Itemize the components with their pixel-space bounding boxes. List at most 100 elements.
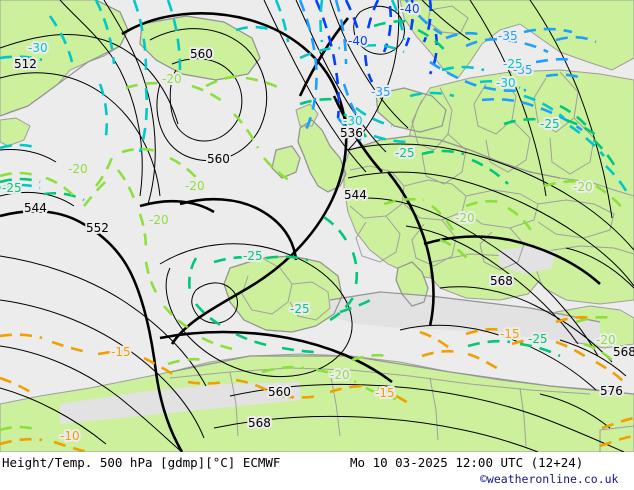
temp-label-minus30: -30-30 (494, 74, 518, 92)
svg-text:512: 512 (14, 57, 37, 71)
svg-text:-25: -25 (503, 57, 523, 71)
svg-text:560: 560 (190, 47, 213, 61)
temp-contour--10 (0, 416, 634, 452)
svg-text:-40: -40 (348, 34, 368, 48)
svg-text:-40: -40 (400, 2, 420, 16)
temp-label-minus35: -35-35 (369, 83, 393, 101)
temp-label-minus20: -20-20 (328, 366, 352, 384)
svg-text:-20: -20 (68, 162, 88, 176)
svg-text:-10: -10 (60, 429, 80, 443)
temp-label-minus25: -25-25 (288, 300, 312, 318)
svg-text:-25: -25 (243, 249, 263, 263)
svg-text:-20: -20 (573, 180, 593, 194)
svg-text:-35: -35 (498, 29, 518, 43)
map-svg: 5125125605605605605365365445445445445525… (0, 0, 634, 452)
svg-text:-35: -35 (498, 29, 518, 43)
svg-text:-20: -20 (185, 179, 205, 193)
svg-text:-30: -30 (343, 114, 363, 128)
temp-label-minus20: -20-20 (453, 209, 477, 227)
svg-text:-15: -15 (111, 345, 131, 359)
grey-region-layer (60, 246, 600, 424)
svg-text:544: 544 (24, 201, 47, 215)
temp-label-minus25: -25-25 (0, 179, 24, 197)
svg-text:-20: -20 (455, 211, 475, 225)
svg-text:568: 568 (248, 416, 271, 430)
svg-text:-25: -25 (395, 146, 415, 160)
svg-text:-25: -25 (528, 332, 548, 346)
svg-text:-30: -30 (343, 114, 363, 128)
temp-label-minus40: -40-40 (398, 0, 422, 18)
svg-text:-35: -35 (513, 63, 533, 77)
temp-label-minus20: -20-20 (147, 211, 171, 229)
svg-text:-20: -20 (162, 72, 182, 86)
height-contour-labels: 5125125605605605605365365445445445445525… (12, 45, 634, 432)
svg-text:-30: -30 (496, 76, 516, 90)
svg-text:512: 512 (14, 57, 37, 71)
svg-text:-15: -15 (500, 327, 520, 341)
map-canvas[interactable]: 512 512 560 560 560 560 536 536 544 544 544 544 552 5… (0, 0, 634, 452)
svg-text:-40: -40 (400, 2, 420, 16)
svg-text:-20: -20 (162, 72, 182, 86)
svg-text:544: 544 (344, 188, 367, 202)
svg-text:-15: -15 (500, 327, 520, 341)
svg-text:-25: -25 (290, 302, 310, 316)
temp-label-minus10: -10-10 (58, 427, 82, 445)
svg-text:552: 552 (86, 221, 109, 235)
svg-text:560: 560 (268, 385, 291, 399)
temp-contour--25 (0, 19, 620, 358)
svg-text:560: 560 (207, 152, 230, 166)
temp-label-minus25: -25-25 (393, 144, 417, 162)
svg-text:-20: -20 (149, 213, 169, 227)
temp-label-minus35: -35-35 (511, 61, 535, 79)
temp-label-minus20: -20-20 (183, 177, 207, 195)
temp-label-minus30: -30-30 (26, 39, 50, 57)
svg-text:-20: -20 (68, 162, 88, 176)
svg-text:-30: -30 (28, 41, 48, 55)
footer-valid-time: Mo 10 03-2025 12:00 UTC (12+24) (350, 455, 584, 470)
svg-text:-20: -20 (330, 368, 350, 382)
svg-text:-25: -25 (528, 332, 548, 346)
temp-label-minus15: -15-15 (109, 343, 133, 361)
svg-text:560: 560 (268, 385, 291, 399)
svg-text:568: 568 (613, 345, 634, 359)
svg-text:576: 576 (600, 384, 623, 398)
svg-text:-35: -35 (513, 63, 533, 77)
svg-text:-20: -20 (455, 211, 475, 225)
temp-label-minus40: -40-40 (346, 32, 370, 50)
svg-text:-40: -40 (348, 34, 368, 48)
svg-text:544: 544 (344, 188, 367, 202)
svg-text:-20: -20 (330, 368, 350, 382)
svg-text:-35: -35 (371, 85, 391, 99)
temp-label-minus15: -15-15 (498, 325, 522, 343)
svg-text:-15: -15 (375, 386, 395, 400)
svg-text:-30: -30 (28, 41, 48, 55)
svg-text:568: 568 (613, 345, 634, 359)
temp-label-minus20: -20-20 (160, 70, 184, 88)
svg-text:-35: -35 (371, 85, 391, 99)
temp-label-minus20: -20-20 (594, 331, 618, 349)
svg-text:-25: -25 (2, 181, 22, 195)
svg-text:-30: -30 (496, 76, 516, 90)
height-contour-bold-layer (0, 12, 601, 452)
svg-text:544: 544 (24, 201, 47, 215)
temp-label-minus25: -25-25 (538, 115, 562, 133)
svg-text:-20: -20 (596, 333, 616, 347)
svg-text:-15: -15 (111, 345, 131, 359)
temp-label-minus25: -25-25 (501, 55, 525, 73)
footer-credit-link[interactable]: ©weatheronline.co.uk (480, 472, 619, 486)
svg-text:-10: -10 (60, 429, 80, 443)
svg-text:560: 560 (207, 152, 230, 166)
svg-text:-25: -25 (243, 249, 263, 263)
svg-text:-15: -15 (375, 386, 395, 400)
svg-text:576: 576 (600, 384, 623, 398)
